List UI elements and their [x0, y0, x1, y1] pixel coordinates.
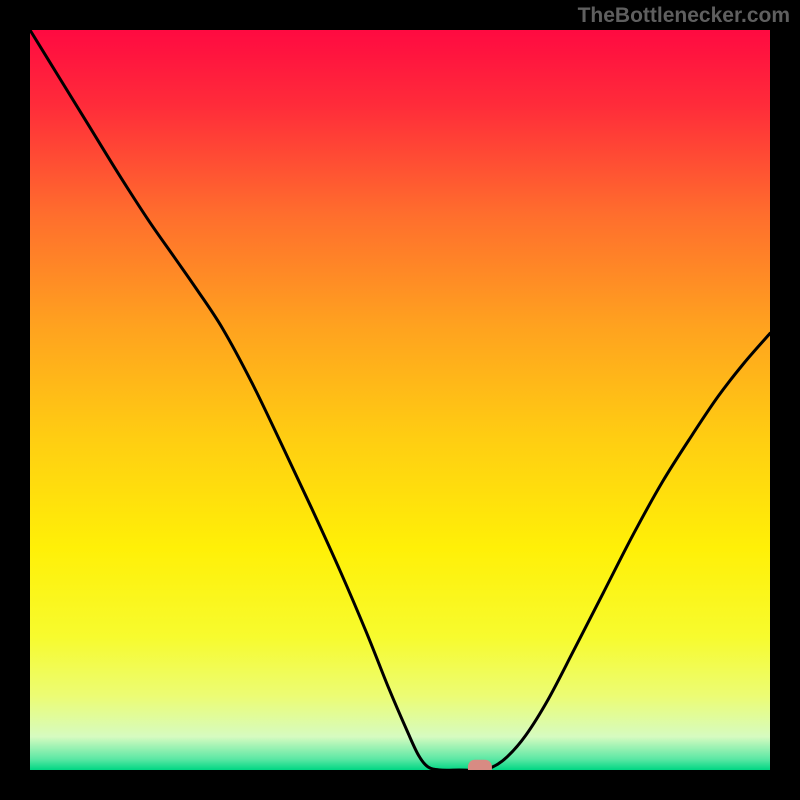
chart-container: TheBottlenecker.com	[0, 0, 800, 800]
plot-background	[30, 30, 770, 770]
watermark-text: TheBottlenecker.com	[578, 4, 790, 27]
bottleneck-chart: TheBottlenecker.com	[0, 0, 800, 800]
